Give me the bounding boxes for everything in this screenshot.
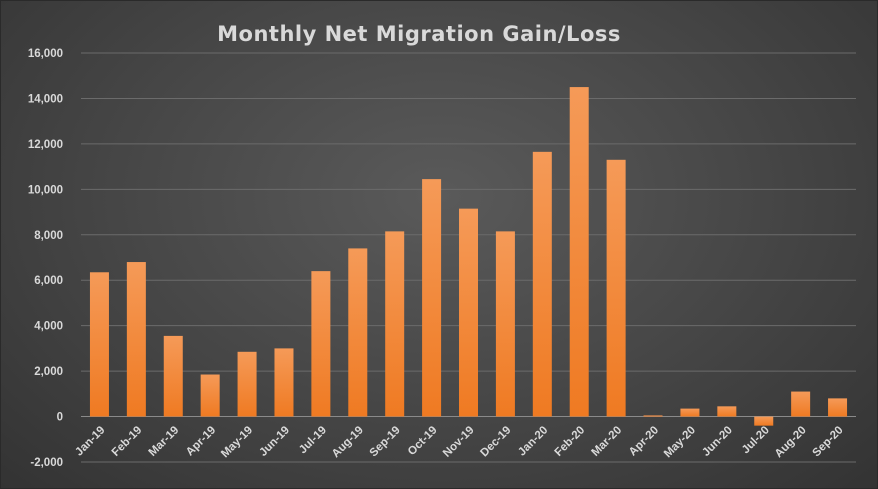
x-tick-label: Feb-19 [110,424,145,459]
y-axis-ticks: -2,000 0 2,000 4,000 6,000 8,000 10,000 12,000 1… [28,48,63,469]
x-tick-label: Oct-19 [406,424,440,458]
bar-sep-19 [385,231,405,417]
x-tick-label: Aug-19 [330,424,366,460]
y-tick-label: 8,000 [34,230,63,242]
bar-may-19 [237,351,257,417]
bar-oct-19 [422,179,442,417]
bar-jun-20 [717,406,737,417]
bar-feb-19 [126,262,146,417]
bar-mar-19 [163,335,183,417]
x-tick-label: Nov-19 [441,424,477,460]
bar-sep-20 [828,398,848,417]
bar-apr-20 [643,415,663,417]
bars [89,87,848,426]
bar-aug-20 [791,391,811,417]
x-tick-label: Jul-20 [740,424,772,456]
x-tick-label: Sep-20 [811,424,846,459]
y-tick-label: 10,000 [28,184,63,196]
chart-title: Monthly Net Migration Gain/Loss [217,22,621,46]
x-tick-label: Aug-20 [773,424,809,460]
bar-feb-20 [569,87,589,417]
x-tick-label: Apr-20 [627,424,661,458]
y-tick-label: 12,000 [28,139,63,151]
bar-apr-19 [200,374,220,417]
bar-aug-19 [348,248,368,417]
bar-dec-19 [495,231,515,417]
x-tick-label: Jun-19 [257,424,292,459]
x-tick-label: Mar-19 [147,424,182,459]
x-tick-label: Jul-19 [297,424,329,456]
x-axis-ticks: Jan-19 Feb-19 Mar-19 Apr-19 May-19 Jun-19 Jul-… [73,424,845,460]
bar-nov-19 [459,208,478,417]
bar-mar-20 [606,159,626,417]
x-tick-label: May-20 [662,424,698,460]
y-tick-label: -2,000 [30,457,63,469]
x-tick-label: Jun-20 [700,424,735,459]
x-tick-label: Sep-19 [368,424,403,459]
x-tick-label: Dec-19 [478,424,513,459]
y-tick-label: 6,000 [34,275,63,287]
y-tick-label: 14,000 [28,93,63,105]
y-tick-label: 4,000 [34,321,63,333]
bar-jan-19 [89,272,109,417]
x-tick-label: Jan-19 [73,424,107,458]
bar-jul-20 [754,416,774,426]
y-tick-label: 0 [57,412,63,424]
bar-jun-19 [274,348,294,417]
bar-jan-20 [532,151,552,417]
x-tick-label: Jan-20 [516,424,550,458]
x-tick-label: Apr-19 [184,424,218,458]
bar-may-20 [680,408,700,417]
y-tick-label: 16,000 [28,48,63,60]
x-tick-label: May-19 [219,424,255,460]
x-tick-label: Mar-20 [590,424,625,459]
x-tick-label: Feb-20 [553,424,588,459]
bar-jul-19 [311,271,331,417]
y-tick-label: 2,000 [34,366,63,378]
